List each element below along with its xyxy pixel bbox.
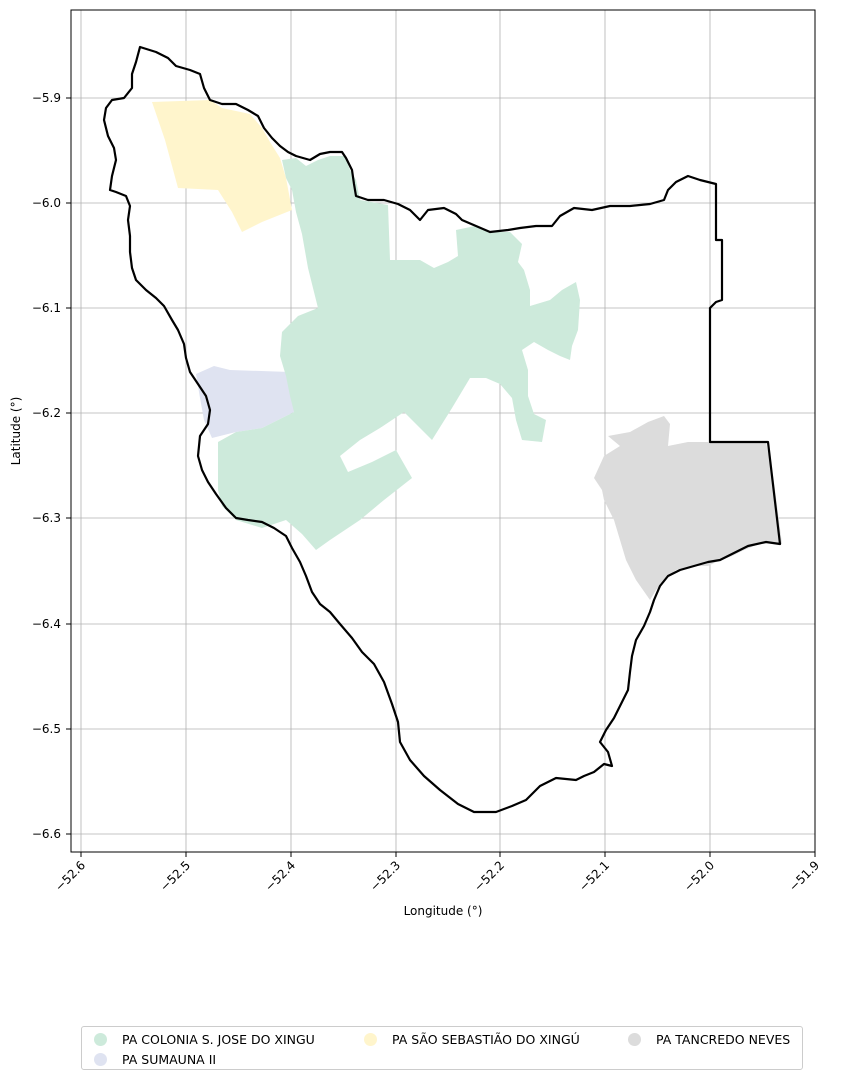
legend-item-sumauna: PA SUMAUNA II [94, 1052, 216, 1067]
x-axis-label: Longitude (°) [404, 904, 483, 918]
legend-label: PA SÃO SEBASTIÃO DO XINGÚ [392, 1032, 580, 1047]
legend-swatch [628, 1033, 641, 1046]
x-tick-label: −52.0 [681, 858, 717, 894]
x-tick-label: −51.9 [786, 858, 822, 894]
area-pa-tancredo-neves [594, 416, 782, 600]
area-pa-colonia-s-jose [218, 156, 580, 550]
y-tick-labels: −5.9 −6.0 −6.1 −6.2 −6.3 −6.4 −6.5 −6.6 [32, 91, 61, 841]
x-tick-label: −52.1 [576, 858, 612, 894]
y-tick-label: −5.9 [32, 91, 61, 105]
y-axis-label: Latitude (°) [9, 397, 23, 466]
area-pa-sao-sebastiao [152, 100, 292, 232]
plot-frame [70, 9, 816, 853]
x-tick-label: −52.6 [52, 858, 88, 894]
legend-label: PA TANCREDO NEVES [656, 1032, 791, 1047]
y-tick-label: −6.4 [32, 617, 61, 631]
legend-item-tancredo: PA TANCREDO NEVES [628, 1032, 790, 1047]
settlement-areas [152, 100, 782, 600]
legend-swatch [364, 1033, 377, 1046]
municipality-boundary [102, 45, 782, 814]
y-tick-label: −6.5 [32, 722, 61, 736]
tick-marks [66, 97, 816, 857]
legend-swatch [94, 1053, 107, 1066]
x-tick-labels: −52.6 −52.5 −52.4 −52.3 −52.2 −52.1 −52.… [52, 858, 822, 894]
x-tick-label: −52.2 [471, 858, 507, 894]
y-tick-label: −6.2 [32, 406, 61, 420]
x-tick-label: −52.4 [262, 858, 298, 894]
y-tick-label: −6.6 [32, 827, 61, 841]
x-tick-label: −52.3 [367, 858, 403, 894]
y-tick-label: −6.3 [32, 511, 61, 525]
legend-swatch [94, 1033, 107, 1046]
area-pa-sumauna-ii [196, 366, 294, 438]
legend: PA COLONIA S. JOSE DO XINGU PA SÃO SEBAS… [81, 1026, 803, 1070]
y-tick-label: −6.0 [32, 196, 61, 210]
x-tick-label: −52.5 [157, 858, 193, 894]
legend-label: PA SUMAUNA II [122, 1052, 217, 1067]
legend-item-sao-sebastiao: PA SÃO SEBASTIÃO DO XINGÚ [364, 1032, 580, 1047]
y-tick-label: −6.1 [32, 301, 61, 315]
legend-label: PA COLONIA S. JOSE DO XINGU [122, 1032, 315, 1047]
legend-item-colonia: PA COLONIA S. JOSE DO XINGU [94, 1032, 315, 1047]
